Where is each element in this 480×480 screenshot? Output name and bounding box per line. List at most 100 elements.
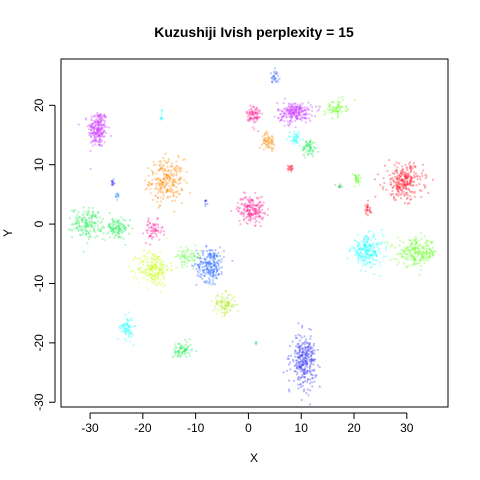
- data-point: [225, 304, 229, 307]
- data-point: [69, 229, 72, 232]
- data-point: [249, 214, 253, 217]
- data-point: [117, 232, 120, 235]
- data-point: [172, 168, 175, 171]
- data-point: [317, 108, 321, 111]
- data-point: [159, 258, 162, 261]
- data-point: [263, 139, 266, 142]
- cluster-31: [254, 340, 258, 346]
- data-point: [173, 185, 176, 188]
- data-point: [205, 258, 208, 261]
- data-point: [393, 246, 396, 249]
- data-point: [311, 385, 314, 388]
- data-point: [147, 226, 151, 229]
- data-point: [166, 177, 169, 180]
- data-point: [289, 166, 292, 169]
- data-point: [292, 140, 295, 143]
- data-point: [149, 226, 153, 229]
- data-point: [404, 175, 407, 178]
- data-point: [402, 193, 405, 196]
- data-point: [305, 338, 308, 341]
- data-point: [217, 259, 220, 262]
- data-point: [264, 141, 267, 144]
- data-point: [169, 269, 173, 272]
- data-point: [168, 176, 171, 179]
- data-point: [123, 322, 126, 325]
- data-point: [109, 227, 112, 230]
- data-point: [304, 121, 307, 124]
- data-point: [271, 135, 274, 138]
- data-point: [154, 177, 157, 180]
- data-point: [170, 265, 173, 268]
- data-point: [94, 126, 97, 129]
- data-point: [261, 135, 264, 138]
- data-point: [181, 351, 184, 354]
- data-point: [405, 166, 408, 169]
- data-point: [145, 268, 148, 272]
- data-point: [122, 224, 126, 227]
- data-point: [132, 276, 136, 279]
- data-point: [163, 284, 166, 287]
- data-point: [238, 219, 241, 222]
- data-point: [299, 103, 302, 106]
- data-point: [224, 306, 227, 309]
- data-point: [430, 242, 433, 245]
- data-point: [124, 329, 127, 332]
- data-point: [254, 111, 257, 114]
- data-point: [153, 274, 157, 277]
- data-point: [170, 173, 173, 176]
- data-point: [264, 133, 267, 136]
- data-point: [248, 118, 252, 121]
- data-point: [179, 255, 183, 258]
- data-point: [230, 304, 233, 307]
- data-point: [155, 222, 158, 225]
- data-point: [354, 173, 357, 176]
- data-point: [340, 105, 344, 108]
- data-point: [87, 128, 90, 131]
- data-point: [396, 190, 399, 193]
- data-point: [349, 247, 352, 250]
- data-point: [253, 204, 257, 207]
- data-point: [211, 283, 214, 286]
- data-point: [360, 253, 363, 256]
- data-point: [367, 260, 370, 263]
- data-point: [159, 180, 162, 183]
- data-point: [160, 262, 163, 265]
- data-point: [255, 119, 258, 122]
- data-point: [81, 219, 84, 222]
- data-point: [215, 253, 218, 256]
- data-point: [97, 227, 100, 230]
- data-point: [248, 118, 251, 121]
- data-point: [288, 102, 291, 105]
- data-point: [398, 261, 401, 264]
- data-point: [414, 175, 417, 178]
- data-point: [298, 111, 301, 114]
- data-point: [192, 264, 195, 268]
- data-point: [100, 226, 103, 229]
- data-point: [103, 113, 106, 116]
- data-point: [410, 177, 413, 180]
- data-point: [246, 112, 249, 115]
- data-point: [404, 183, 407, 187]
- data-point: [159, 168, 163, 171]
- data-point: [276, 72, 279, 75]
- data-point: [208, 278, 211, 282]
- data-point: [290, 112, 293, 115]
- data-point: [242, 215, 245, 218]
- data-point: [96, 128, 99, 131]
- data-point: [92, 228, 95, 231]
- data-point: [298, 107, 301, 110]
- data-point: [273, 115, 276, 118]
- data-point: [256, 116, 259, 119]
- data-point: [304, 140, 308, 144]
- data-point: [148, 251, 151, 255]
- data-point: [94, 120, 97, 123]
- data-point: [372, 262, 375, 266]
- data-point: [309, 403, 312, 406]
- data-point: [160, 226, 163, 229]
- data-point: [73, 227, 76, 230]
- data-point: [401, 179, 404, 182]
- data-point: [93, 139, 96, 142]
- data-point: [250, 212, 253, 215]
- data-point: [153, 274, 156, 277]
- data-point: [283, 112, 286, 115]
